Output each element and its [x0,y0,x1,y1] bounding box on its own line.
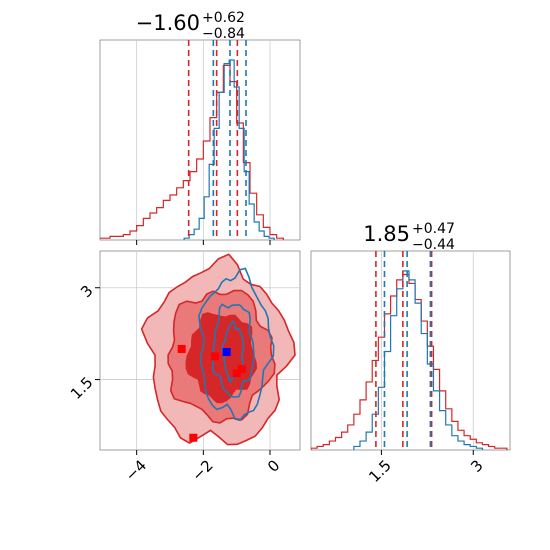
joint-x-tick-label: −2 [188,456,216,484]
marginal-y-frame [310,250,511,451]
marginal-y-grid [381,251,474,450]
red-square-marker [211,352,219,361]
marginal-y-histograms [311,270,508,450]
marginal-y-title: 1.85 [363,222,410,246]
marginal-x-title: −1.60 [136,11,200,35]
marginal-y-title-plus: +0.47 [412,221,455,237]
marginal-y-title-minus: −0.44 [412,237,455,253]
marginal-x-histograms [100,59,284,240]
marginal-x-title-plus: +0.62 [202,10,245,26]
marginal-y-ticks: 1.5 3 [365,450,487,486]
joint-x-ticks: −4 −2 0 [122,450,283,485]
marginal-x-title-minus: −0.84 [202,26,245,42]
joint-points [177,344,246,442]
marginal-x-grid [136,40,271,240]
blue-contour-level-1 [211,303,255,398]
marginal-y-tick-label: 3 [467,456,486,475]
red-square-marker [177,344,186,353]
marginal-x-frame [99,39,301,241]
marginal-x-ticks [136,240,271,245]
marginal-x-panel: −1.60 +0.62 −0.84 [99,10,301,245]
joint-y-tick-label: 1.5 [67,373,97,403]
joint-panel: −4 −2 0 1.53 [67,250,301,485]
marginal-x-hist-series-0 [100,64,284,240]
red-square-marker [232,369,241,378]
red-square-marker [237,365,246,374]
joint-y-tick-label: 3 [77,282,96,301]
marginal-x-hist-series-1 [183,59,275,240]
joint-x-tick-label: −4 [122,456,150,484]
marginal-y-tick-label: 1.5 [365,456,395,486]
marginal-y-quantile-lines [375,251,433,450]
joint-x-tick-label: 0 [264,456,283,475]
marginal-y-hist-series-1 [353,270,484,450]
joint-y-ticks: 1.53 [67,282,100,403]
red-square-marker [189,433,198,442]
marginal-x-quantile-lines [187,40,247,240]
blue-contour-level-0 [198,267,275,422]
blue-square-marker [222,348,231,357]
marginal-y-panel: 1.5 3 1.85 +0.47 −0.44 [310,221,511,486]
